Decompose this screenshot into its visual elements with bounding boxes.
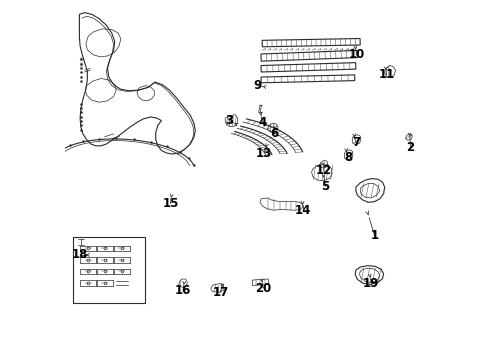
Text: 20: 20 [255,282,271,294]
Bar [73,237,145,303]
Text: 9: 9 [253,79,262,92]
Text: 11: 11 [378,68,394,81]
Text: 19: 19 [363,277,380,290]
Text: 3: 3 [225,114,233,127]
Text: 4: 4 [258,116,267,129]
Text: 17: 17 [212,286,229,299]
Text: 1: 1 [370,229,379,242]
Text: 2: 2 [407,141,415,154]
Text: 16: 16 [175,284,191,297]
Text: 15: 15 [162,197,179,210]
Text: 14: 14 [294,204,311,217]
Text: 5: 5 [321,180,330,193]
Text: 18: 18 [72,248,88,261]
Text: 7: 7 [352,136,360,149]
Text: 12: 12 [316,165,332,177]
Text: 6: 6 [270,127,279,140]
Text: 10: 10 [348,48,365,61]
Text: 13: 13 [256,147,272,159]
Text: 8: 8 [344,151,352,164]
